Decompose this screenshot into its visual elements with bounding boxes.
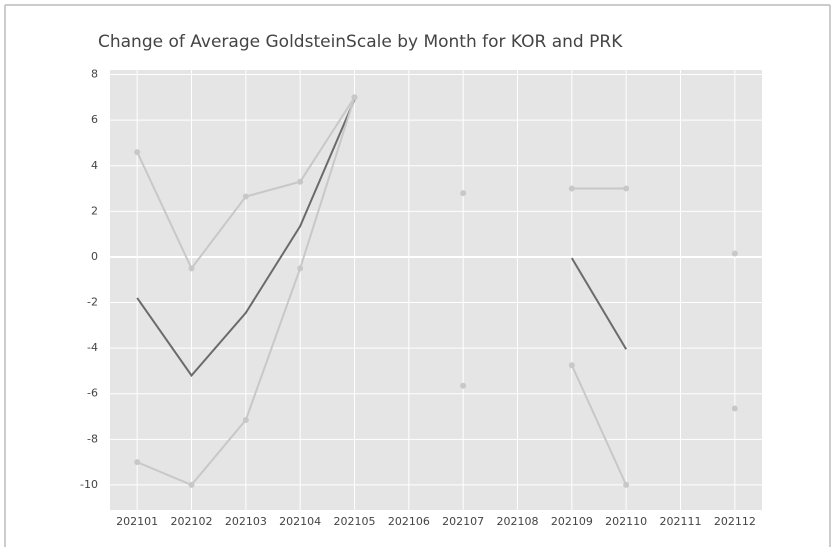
y-tick-label: -4: [87, 341, 98, 354]
x-tick-label: 202101: [116, 515, 158, 528]
marker: [460, 382, 467, 389]
marker: [188, 481, 195, 488]
x-tick-label: 202107: [442, 515, 484, 528]
marker: [623, 481, 630, 488]
x-tick-label: 202108: [497, 515, 539, 528]
x-tick-label: 202105: [334, 515, 376, 528]
marker: [297, 178, 304, 185]
marker: [242, 416, 249, 423]
plot-area: [110, 70, 762, 510]
marker: [242, 193, 249, 200]
x-tick-label: 202111: [660, 515, 702, 528]
x-tick-label: 202102: [171, 515, 213, 528]
marker: [731, 405, 738, 412]
line: [570, 257, 628, 350]
y-tick-label: 0: [91, 250, 98, 263]
marker: [568, 362, 575, 369]
marker: [460, 190, 467, 197]
line: [136, 99, 356, 378]
marker: [188, 265, 195, 272]
marker: [134, 459, 141, 466]
line: [570, 364, 628, 486]
marker: [134, 149, 141, 156]
y-tick-label: 6: [91, 113, 98, 126]
marker: [297, 265, 304, 272]
x-tick-label: 202112: [714, 515, 756, 528]
y-tick-label: 2: [91, 204, 98, 217]
y-tick-label: -10: [80, 478, 98, 491]
marker: [731, 250, 738, 257]
x-tick-label: 202110: [605, 515, 647, 528]
marker: [568, 185, 575, 192]
y-tick-label: 4: [91, 159, 98, 172]
chart-title: Change of Average GoldsteinScale by Mont…: [98, 32, 623, 52]
y-tick-label: -6: [87, 387, 98, 400]
y-tick-label: 8: [91, 68, 98, 81]
y-tick-label: -2: [87, 296, 98, 309]
marker: [623, 185, 630, 192]
x-tick-label: 202104: [279, 515, 321, 528]
marker: [351, 94, 358, 101]
x-tick-label: 202106: [388, 515, 430, 528]
x-tick-label: 202109: [551, 515, 593, 528]
x-tick-label: 202103: [225, 515, 267, 528]
y-tick-label: -8: [87, 432, 98, 445]
